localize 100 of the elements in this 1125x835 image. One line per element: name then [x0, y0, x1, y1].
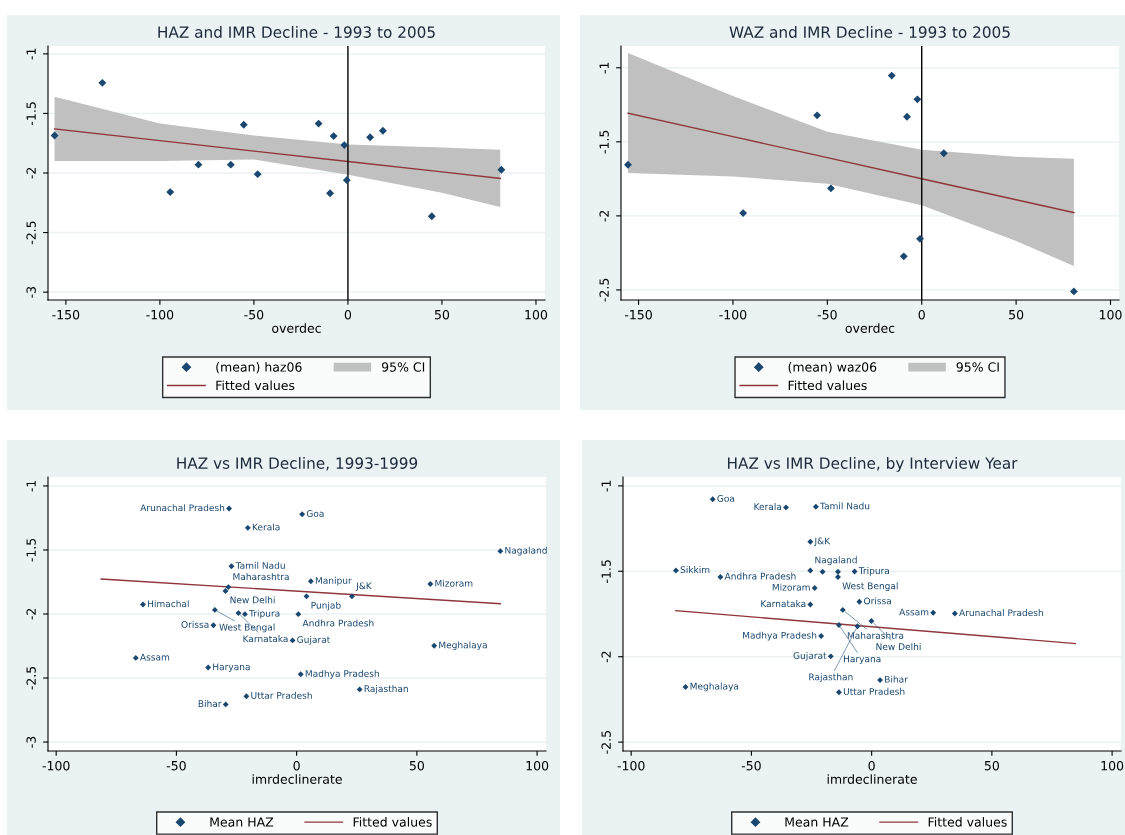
- point: [916, 234, 924, 243]
- point: [329, 132, 338, 140]
- point: [349, 593, 355, 600]
- annotation: New Delhi: [230, 596, 275, 604]
- x-axis-title: imrdeclinerate: [827, 774, 917, 784]
- point: [812, 503, 819, 510]
- x-tick-label: -100: [719, 309, 747, 320]
- point: [226, 505, 233, 512]
- point: [913, 95, 922, 104]
- x-tick-label: -150: [52, 309, 80, 320]
- point: [835, 568, 841, 575]
- annotation: Uttar Pradesh: [251, 691, 312, 699]
- y-tick-label: -1.5: [26, 102, 36, 126]
- y-tick-label: -2.5: [601, 731, 611, 754]
- annotation: West Bengal: [842, 582, 898, 592]
- point: [243, 693, 250, 700]
- annotation: Arunachal Pradesh: [140, 504, 225, 512]
- y-tick-label: -2: [26, 168, 36, 179]
- point: [225, 584, 232, 591]
- annotation: Manipur: [315, 576, 352, 586]
- point: [739, 209, 748, 217]
- point: [295, 611, 302, 618]
- point: [226, 160, 235, 169]
- x-tick-label: -50: [741, 760, 761, 771]
- y-tick-label: -1: [26, 48, 36, 60]
- y-tick-label: -3: [26, 286, 36, 298]
- annotation: Andhra Pradesh: [724, 572, 796, 580]
- x-tick-label: 0: [868, 760, 875, 771]
- point: [827, 653, 834, 660]
- annotation: Bihar: [885, 675, 908, 683]
- y-tick-label: -2.5: [26, 221, 36, 245]
- legend-label: Fitted values: [788, 380, 867, 391]
- x-axis-title: imrdeclinerate: [252, 774, 342, 784]
- point: [253, 170, 262, 179]
- annotation: Kerala: [252, 523, 280, 531]
- x-tick-label: 0: [344, 309, 352, 320]
- point: [340, 141, 349, 150]
- y-tick-label: -1: [26, 480, 36, 492]
- annotation: J&K: [814, 537, 831, 547]
- point: [807, 538, 814, 545]
- point: [939, 149, 948, 158]
- x-tick-label: -50: [817, 309, 837, 320]
- annotation: Karnataka: [761, 600, 806, 608]
- annotation: Nagaland: [815, 556, 857, 566]
- annotation: Gujarat: [793, 652, 827, 661]
- x-tick-label: 0: [293, 760, 300, 771]
- annotation: Maharashtra: [233, 573, 289, 581]
- annotation: Madhya Pradesh: [305, 669, 379, 679]
- point: [709, 496, 716, 503]
- x-tick-label: 50: [1009, 309, 1024, 320]
- x-tick-label: 100: [525, 309, 548, 320]
- point: [132, 654, 139, 661]
- point: [427, 212, 436, 221]
- annotation: Andhra Pradesh: [302, 619, 374, 627]
- x-tick-label: -100: [617, 760, 645, 771]
- point: [826, 184, 835, 193]
- annotation: Arunachal Pradesh: [959, 609, 1043, 617]
- y-tick-label: -2.5: [599, 278, 609, 302]
- annotation: Haryana: [213, 663, 250, 672]
- y-tick-label: -1.5: [599, 130, 609, 154]
- point: [210, 622, 217, 629]
- annotation: Bihar: [198, 700, 222, 708]
- chart-title: HAZ vs IMR Decline, by Interview Year: [728, 457, 1018, 472]
- x-tick-label: 100: [1101, 760, 1124, 771]
- point: [366, 133, 375, 142]
- legend-label: Fitted values: [928, 817, 1007, 827]
- annotation: Goa: [717, 495, 735, 502]
- annotation: Karnataka: [243, 635, 288, 643]
- y-tick-label: -1.5: [601, 560, 611, 583]
- point: [205, 664, 212, 671]
- annotation: Mizoram: [772, 583, 810, 591]
- point: [140, 601, 146, 608]
- x-tick-label: 50: [434, 309, 450, 320]
- y-tick-label: -3: [26, 736, 36, 748]
- point: [811, 585, 818, 591]
- annotation: J&K: [355, 582, 372, 591]
- point: [427, 581, 434, 587]
- point: [326, 189, 334, 198]
- line-series: [627, 112, 1075, 214]
- point: [672, 567, 679, 574]
- legend-label: Fitted values: [216, 380, 295, 391]
- annotation: Rajasthan: [809, 673, 853, 683]
- point: [903, 112, 911, 121]
- annotation: Madhya Pradesh: [743, 631, 817, 641]
- x-tick-label: -150: [624, 309, 652, 320]
- y-tick-label: -2.5: [26, 666, 36, 690]
- line-series: [53, 128, 501, 180]
- x-axis-title: overdec: [845, 323, 895, 333]
- point: [682, 684, 689, 690]
- x-tick-label: 50: [984, 760, 999, 771]
- point: [314, 119, 323, 128]
- point: [835, 689, 842, 696]
- point: [951, 610, 958, 617]
- annotation: Tripura: [249, 609, 280, 619]
- point: [839, 606, 846, 613]
- point: [50, 131, 59, 140]
- point: [98, 78, 107, 87]
- annotation: Kerala: [754, 503, 782, 511]
- point: [807, 567, 814, 574]
- legend-label: (mean) haz06: [216, 362, 302, 374]
